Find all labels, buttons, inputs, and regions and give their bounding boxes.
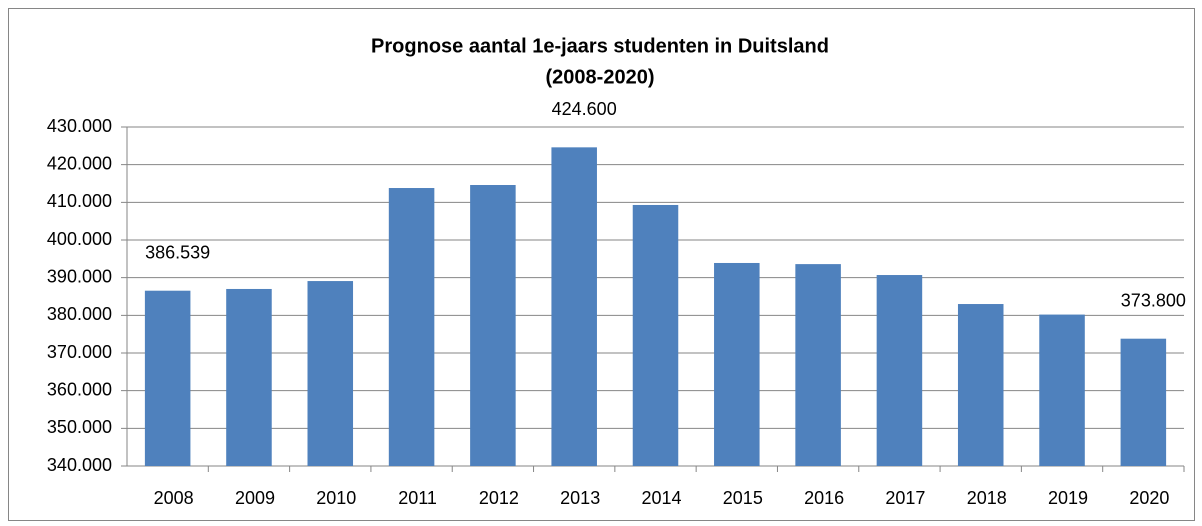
x-tick-label: 2010	[316, 488, 356, 508]
bar	[1120, 338, 1167, 466]
x-tick-label: 2019	[1048, 488, 1088, 508]
x-tick-label: 2009	[235, 488, 275, 508]
y-tick-label: 390.000	[47, 266, 112, 286]
data-label: 373.800	[1121, 290, 1186, 310]
x-tick-label: 2017	[885, 488, 925, 508]
bar	[795, 264, 841, 466]
bar	[226, 288, 272, 466]
bar	[470, 185, 516, 467]
x-tick-label: 2016	[804, 488, 844, 508]
y-tick-label: 410.000	[47, 191, 112, 211]
y-tick-label: 340.000	[47, 455, 112, 475]
bar	[144, 290, 191, 466]
x-tick-label: 2020	[1129, 488, 1169, 508]
x-tick-label: 2018	[967, 488, 1007, 508]
y-tick-label: 430.000	[47, 116, 112, 136]
bar	[714, 262, 760, 466]
y-tick-label: 380.000	[47, 304, 112, 324]
bar	[876, 275, 923, 466]
x-tick-label: 2012	[479, 488, 519, 508]
x-tick-label: 2011	[398, 488, 437, 508]
bar	[307, 281, 354, 466]
bar	[957, 304, 1004, 466]
y-tick-label: 370.000	[47, 342, 112, 362]
chart-title: Prognose aantal 1e-jaars studenten in Du…	[371, 35, 829, 57]
x-tick-label: 2015	[723, 488, 763, 508]
y-tick-label: 350.000	[47, 417, 112, 437]
data-label: 424.600	[552, 99, 617, 119]
bar	[388, 188, 435, 466]
x-tick-label: 2014	[641, 488, 681, 508]
x-tick-label: 2013	[560, 488, 600, 508]
bar	[1039, 314, 1085, 466]
data-label: 386.539	[145, 242, 210, 262]
y-tick-label: 400.000	[47, 229, 112, 249]
y-tick-label: 420.000	[47, 153, 112, 173]
bar	[551, 147, 597, 466]
y-tick-label: 360.000	[47, 379, 112, 399]
chart-title: (2008-2020)	[546, 66, 655, 88]
x-tick-label: 2008	[154, 488, 194, 508]
bar	[632, 204, 679, 466]
